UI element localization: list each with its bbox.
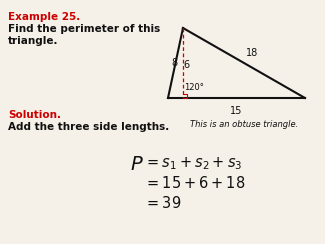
Text: This is an obtuse triangle.: This is an obtuse triangle. xyxy=(190,120,298,129)
Text: 18: 18 xyxy=(246,48,258,58)
Text: 8: 8 xyxy=(171,58,177,68)
Text: 120°: 120° xyxy=(184,83,204,92)
Text: Find the perimeter of this: Find the perimeter of this xyxy=(8,24,160,34)
Text: $= 39$: $= 39$ xyxy=(144,195,181,211)
Text: Solution.: Solution. xyxy=(8,110,61,120)
Text: 15: 15 xyxy=(230,106,243,116)
Text: Example 25.: Example 25. xyxy=(8,12,80,22)
Text: $\mathit{P}$: $\mathit{P}$ xyxy=(130,155,144,174)
Text: $= 15 + 6 + 18$: $= 15 + 6 + 18$ xyxy=(144,175,245,191)
Text: $= s_1 + s_2 + s_3$: $= s_1 + s_2 + s_3$ xyxy=(144,155,242,172)
Text: Add the three side lengths.: Add the three side lengths. xyxy=(8,122,169,132)
Text: triangle.: triangle. xyxy=(8,36,58,46)
Text: 6: 6 xyxy=(184,60,189,70)
